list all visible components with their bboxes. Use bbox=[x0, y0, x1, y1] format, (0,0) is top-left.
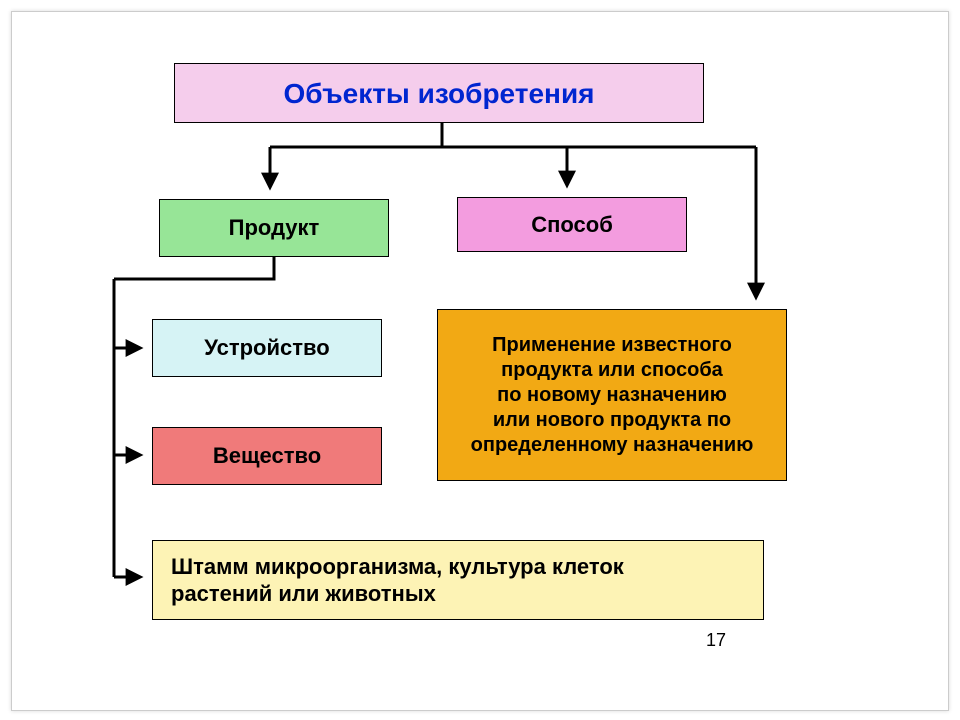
device-box: Устройство bbox=[152, 319, 382, 377]
product-box: Продукт bbox=[159, 199, 389, 257]
page-number: 17 bbox=[706, 630, 726, 651]
substance-label: Вещество bbox=[213, 442, 321, 470]
method-box: Способ bbox=[457, 197, 687, 252]
strain-box: Штамм микроорганизма, культура клеток ра… bbox=[152, 540, 764, 620]
product-label: Продукт bbox=[229, 214, 320, 242]
device-label: Устройство bbox=[204, 334, 329, 362]
slide-canvas: Объекты изобретения Продукт Способ Устро… bbox=[11, 11, 949, 711]
application-box: Применение известного продукта или спосо… bbox=[437, 309, 787, 481]
substance-box: Вещество bbox=[152, 427, 382, 485]
strain-label: Штамм микроорганизма, культура клеток ра… bbox=[171, 553, 624, 608]
application-label: Применение известного продукта или спосо… bbox=[471, 333, 754, 458]
method-label: Способ bbox=[531, 211, 613, 239]
title-label: Объекты изобретения bbox=[284, 76, 595, 111]
title-box: Объекты изобретения bbox=[174, 63, 704, 123]
